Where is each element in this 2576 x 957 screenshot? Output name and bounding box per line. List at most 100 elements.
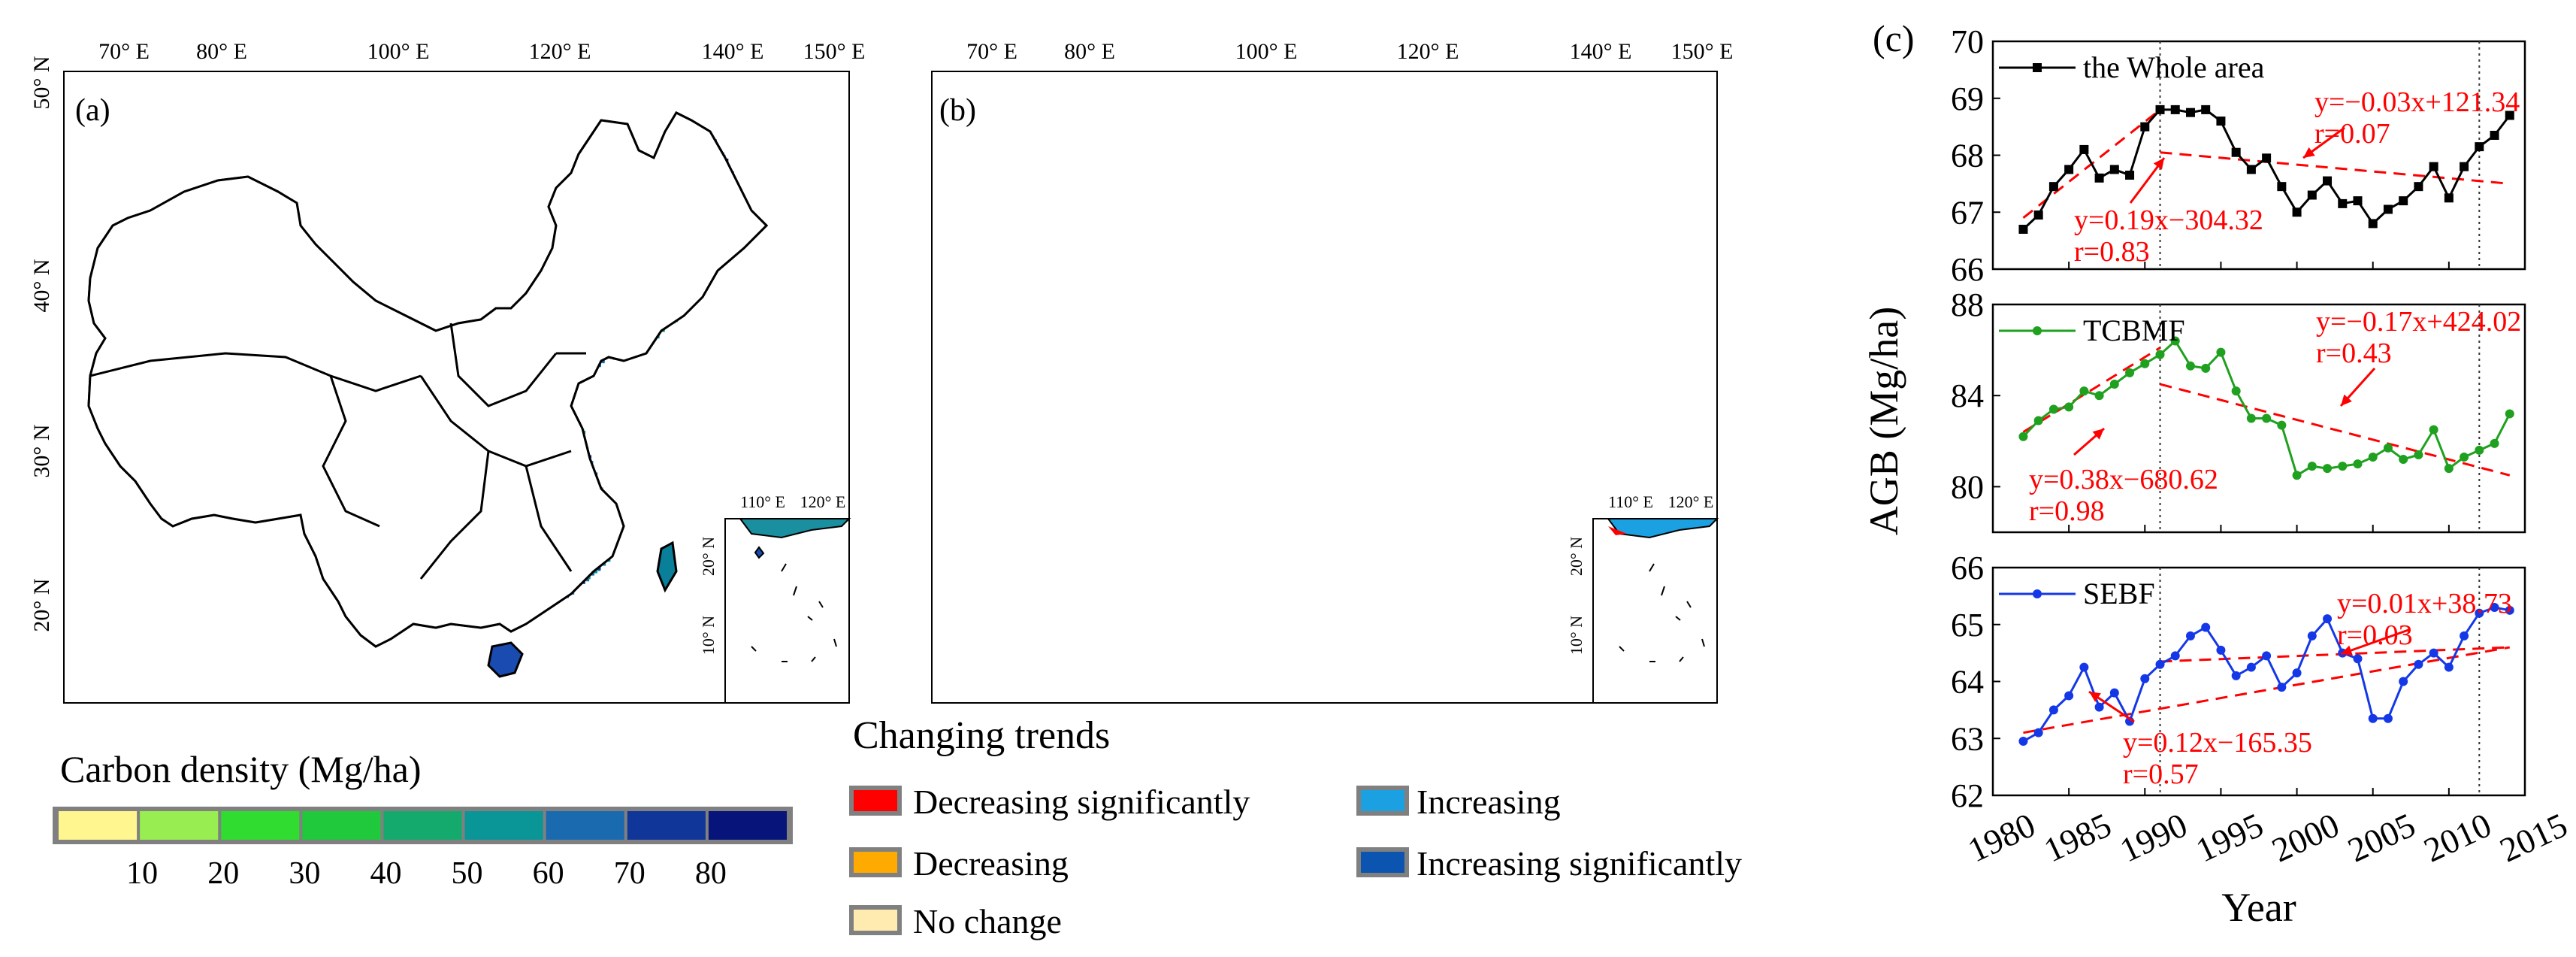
data-point: [2155, 350, 2165, 359]
data-point: [2277, 420, 2287, 430]
fit-equation: y=0.38x−680.62: [2029, 464, 2218, 495]
data-point: [2231, 671, 2241, 680]
x-tick-label: 1990: [2114, 805, 2193, 869]
y-tick-label: 62: [1951, 777, 1984, 814]
colorbar-segment: [221, 811, 300, 840]
colorbar-segment: [546, 811, 624, 840]
data-point: [2505, 111, 2514, 120]
colorbar-tick-label: 40: [370, 856, 401, 891]
data-point: [2018, 224, 2028, 234]
data-point: [2444, 193, 2454, 203]
trend-swatch-0: [854, 790, 897, 811]
data-point: [2460, 631, 2469, 641]
x-tick-label: 2010: [2418, 805, 2497, 869]
inset-lat-tick-b-0: 20° N: [1567, 537, 1586, 576]
fit-equation: y=0.01x+38.73: [2337, 588, 2512, 619]
data-point: [2125, 368, 2135, 377]
y-tick-label: 70: [1951, 23, 1984, 60]
x-tick-label: 2005: [2342, 805, 2421, 869]
inset-lon-tick-b-1: 120° E: [1668, 492, 1714, 511]
lat-tick-a-1: 40° N: [29, 259, 54, 312]
fit-equation: y=−0.17x+424.02: [2316, 306, 2521, 338]
y-tick-label: 63: [1951, 720, 1984, 757]
data-point: [2185, 108, 2195, 117]
data-point: [2246, 165, 2256, 174]
data-point: [2292, 471, 2302, 480]
data-point: [2140, 674, 2150, 683]
panel-a-label: (a): [75, 93, 110, 128]
arrow-head: [2089, 692, 2101, 702]
legend-marker: [2033, 589, 2042, 598]
trend-label-4: No change: [913, 902, 1062, 940]
inset-lon-tick-a-0: 110° E: [740, 492, 785, 511]
south-china-sea-inset-a: [724, 518, 851, 704]
data-point: [2094, 173, 2104, 183]
lon-tick-b-0: 70° E: [966, 39, 1017, 64]
lon-tick-a-2: 100° E: [367, 39, 430, 64]
data-point: [2414, 450, 2423, 459]
data-point: [2505, 605, 2514, 615]
data-point: [2125, 171, 2135, 180]
colorbar-segment: [302, 811, 381, 840]
data-point: [2383, 443, 2393, 453]
data-point: [2368, 453, 2378, 462]
lon-tick-a-0: 70° E: [98, 39, 150, 64]
lat-tick-a-0: 50° N: [29, 56, 54, 109]
trend-legend-title: Changing trends: [853, 714, 1110, 757]
data-point: [2262, 153, 2272, 163]
data-point: [2185, 361, 2195, 371]
data-point: [2490, 603, 2499, 613]
fit-r-value: r=0.03: [2337, 619, 2413, 651]
data-point: [2414, 659, 2423, 669]
data-point: [2201, 622, 2211, 632]
data-point: [2262, 413, 2272, 423]
data-point: [2185, 631, 2195, 641]
data-point: [2018, 432, 2028, 441]
panel-a-map: 70° E 80° E 100° E 120° E 140° E 150° E …: [29, 39, 866, 704]
colorbar-segment: [140, 811, 219, 840]
data-point: [2155, 659, 2165, 669]
colorbar-segment: [464, 811, 543, 840]
legend-label: the Whole area: [2083, 50, 2265, 84]
colorbar-ticks: 10 20 30 40 50 60 70 80: [126, 856, 727, 891]
panel-c-charts: (c) 66 67 68 69 70 the Whole area 80 84 88 TCBMF 6…: [1861, 17, 2573, 930]
data-point: [2277, 182, 2287, 192]
lon-tick-b-5: 150° E: [1671, 39, 1734, 64]
lon-tick-a-5: 150° E: [803, 39, 866, 64]
data-point: [2323, 464, 2333, 474]
x-tick-label: 1980: [1962, 805, 2041, 869]
lon-tick-b-2: 100° E: [1235, 39, 1298, 64]
data-point: [2323, 614, 2333, 624]
data-point: [2033, 416, 2043, 426]
data-point: [2246, 413, 2256, 423]
y-tick-label: 80: [1951, 468, 1984, 505]
trend-fit-line: [2022, 347, 2161, 433]
legend-marker: [2033, 326, 2042, 335]
china-map-a: [87, 111, 769, 678]
colorbar-tick-label: 30: [289, 856, 320, 891]
data-point: [2368, 713, 2378, 723]
data-point: [2353, 459, 2363, 469]
data-point: [2094, 391, 2104, 401]
data-point: [2155, 104, 2165, 114]
y-tick-label: 68: [1951, 138, 1984, 174]
data-point: [2307, 631, 2317, 641]
data-point: [2353, 196, 2363, 206]
colorbar-segment: [383, 811, 462, 840]
colorbar: [59, 811, 787, 840]
trend-fit-line: [2160, 383, 2511, 477]
data-point: [2033, 210, 2043, 220]
series-line: [2022, 606, 2511, 743]
y-tick-label: 88: [1951, 286, 1984, 323]
panel-c-label: (c): [1873, 17, 1915, 59]
trend-label-0: Decreasing significantly: [913, 783, 1250, 821]
data-point: [2170, 104, 2180, 114]
colorbar-segment: [59, 811, 138, 840]
fit-annotation: y=−0.03x+121.34r=0.07: [2302, 86, 2520, 159]
annotation-arrow: [2340, 628, 2409, 656]
data-point: [2048, 182, 2058, 192]
inset-lat-tick-b-1: 10° N: [1567, 616, 1586, 655]
trend-label-2: Decreasing: [913, 844, 1069, 883]
